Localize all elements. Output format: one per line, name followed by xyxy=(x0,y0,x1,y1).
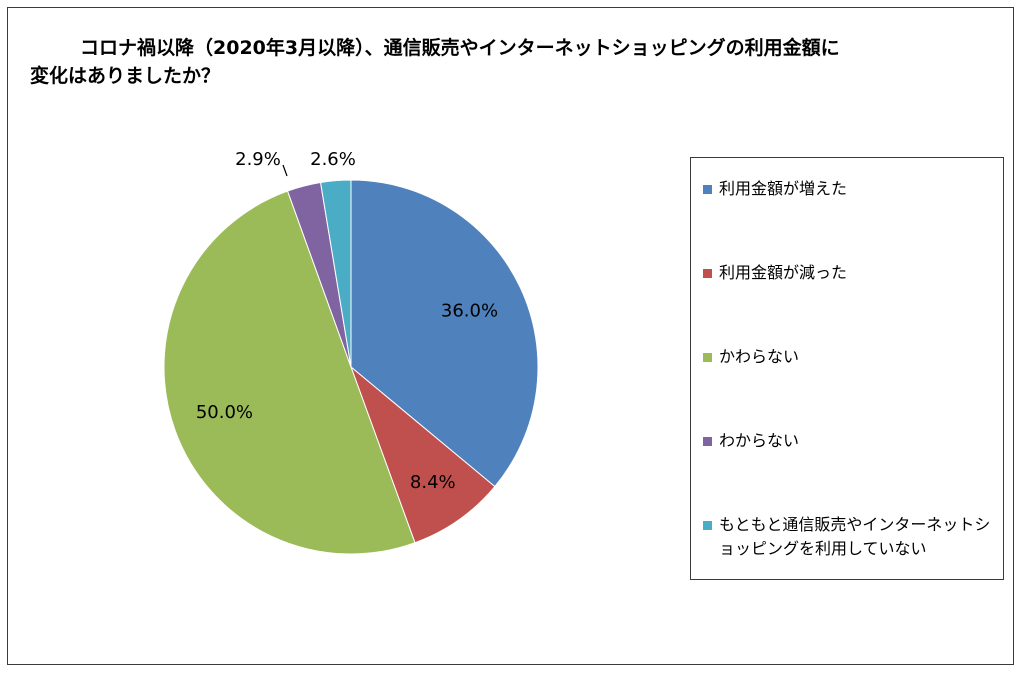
legend-label-3: かわらない xyxy=(719,347,800,366)
legend-swatch-2 xyxy=(703,269,712,278)
leader-line-4 xyxy=(282,164,288,177)
legend-item-3: かわらない xyxy=(703,345,993,369)
legend-label-4: わからない xyxy=(719,431,800,450)
chart-title: コロナ禍以降（2020年3月以降）、通信販売やインターネットショッピングの利用金… xyxy=(30,37,840,87)
legend-item-1: 利用金額が増えた xyxy=(703,177,993,201)
slice-value-label-5: 2.6% xyxy=(310,149,356,170)
chart-frame xyxy=(7,7,1014,665)
legend-label-1: 利用金額が増えた xyxy=(719,179,848,198)
legend-item-4: わからない xyxy=(703,429,993,453)
legend: 利用金額が増えた 利用金額が減った かわらないわからないもともと通信販売やインターネ… xyxy=(690,157,1004,580)
pie-slice-2 xyxy=(349,365,496,544)
legend-label-2: 利用金額が減った xyxy=(719,263,848,282)
slice-value-label-4: 2.9% xyxy=(235,149,281,170)
legend-label-5: もともと通信販売やインターネットショッピングを利用していない xyxy=(719,515,991,558)
legend-item-5: もともと通信販売やインターネットショッピングを利用していない xyxy=(703,513,993,561)
legend-swatch-4 xyxy=(703,437,712,446)
pie-slice-5 xyxy=(319,179,352,368)
legend-item-2: 利用金額が減った xyxy=(703,261,993,285)
pie-slice-3 xyxy=(163,190,416,555)
slice-value-label-1: 36.0% xyxy=(441,300,498,321)
legend-swatch-3 xyxy=(703,353,712,362)
slice-value-label-3: 50.0% xyxy=(196,402,253,423)
slice-value-label-2: 8.4% xyxy=(410,472,456,493)
legend-swatch-5 xyxy=(703,521,712,530)
pie-slice-1 xyxy=(350,179,539,488)
legend-swatch-1 xyxy=(703,185,712,194)
